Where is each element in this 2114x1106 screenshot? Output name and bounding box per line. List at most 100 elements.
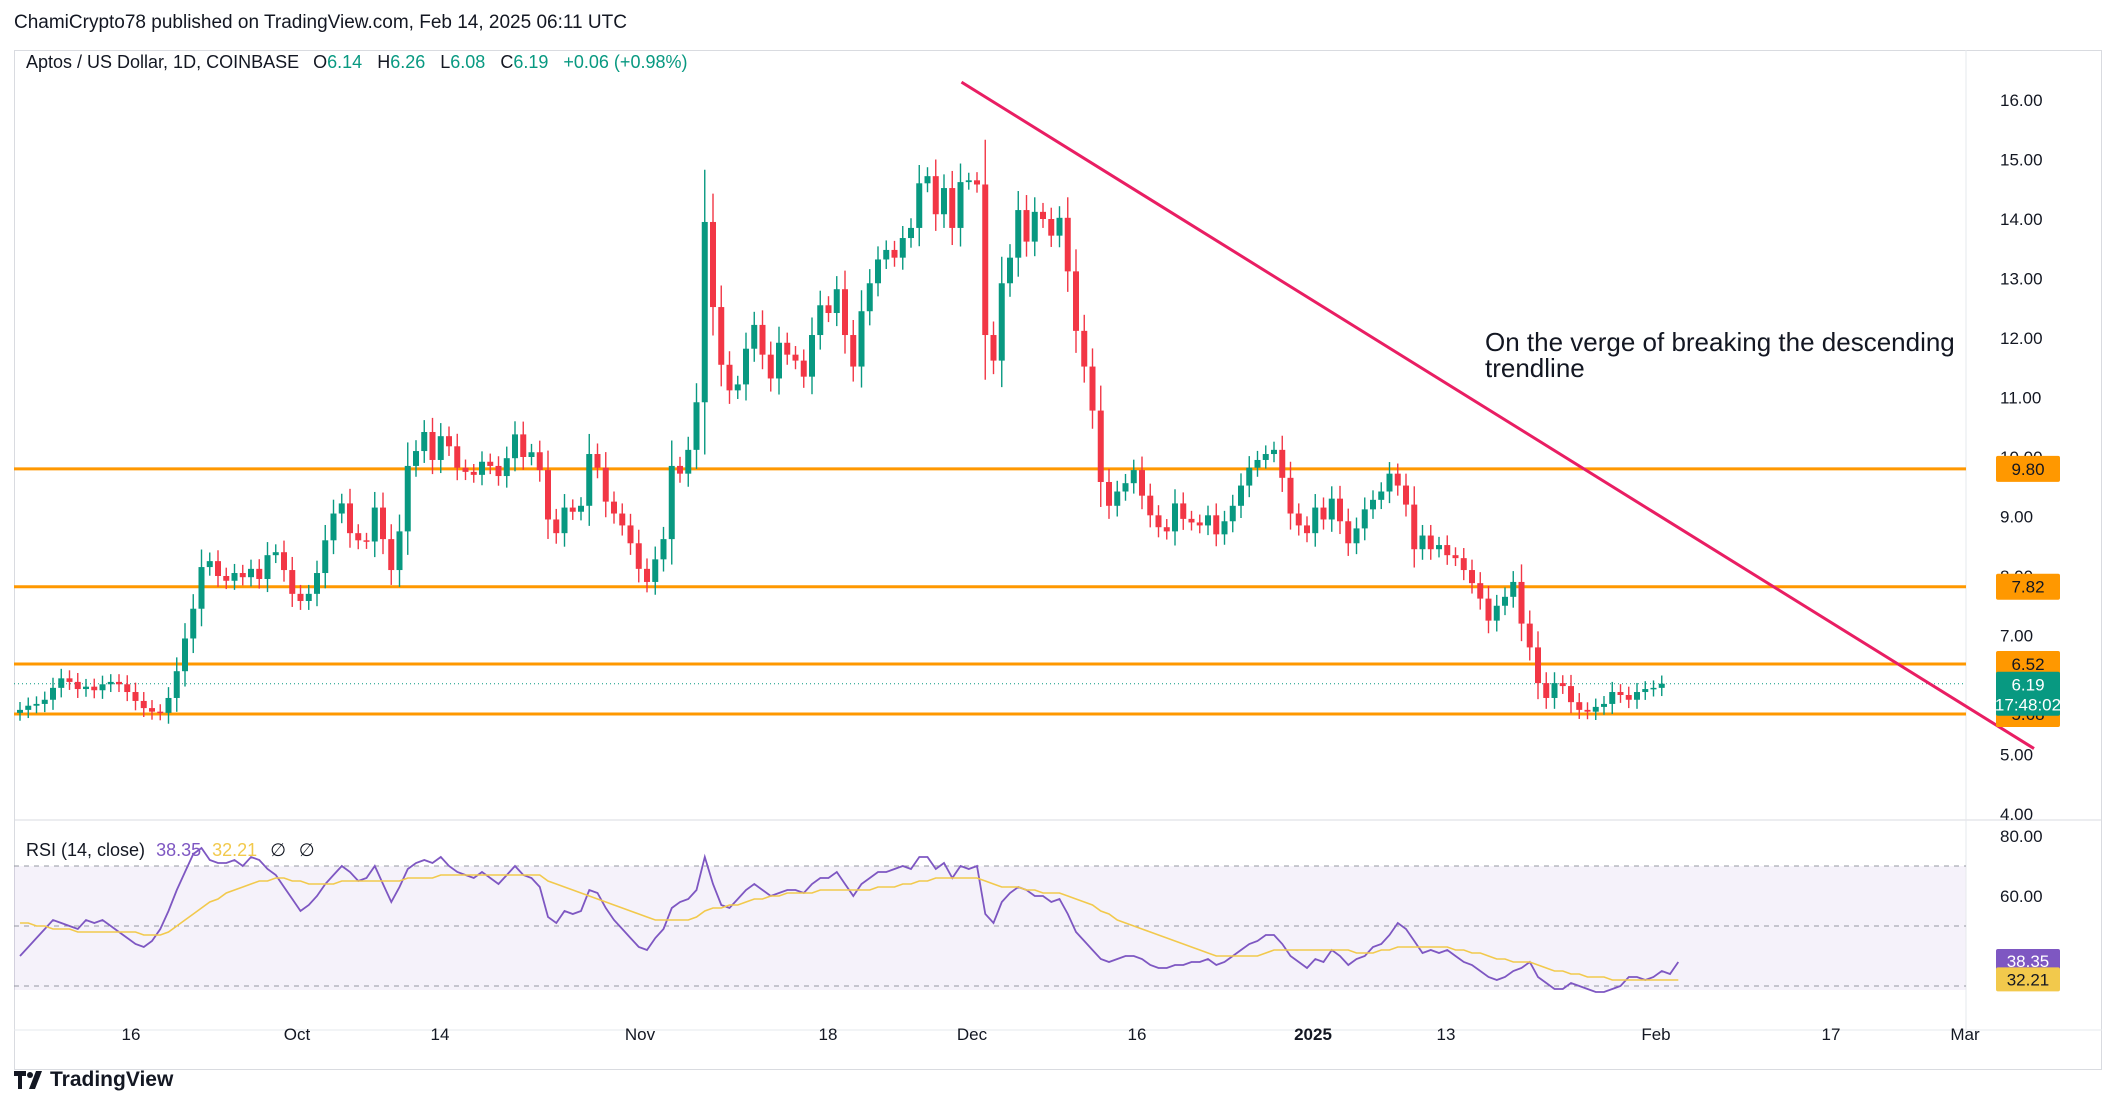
candle-body — [1221, 521, 1228, 535]
candle — [190, 594, 197, 654]
candle-body — [1337, 498, 1343, 522]
candle-body — [833, 289, 840, 314]
candle-body — [1485, 598, 1492, 621]
candle-body — [1568, 686, 1574, 703]
candle — [421, 420, 428, 463]
candle — [767, 341, 774, 392]
candle — [635, 529, 642, 583]
candle-body — [272, 552, 279, 556]
level-badge-text: 9.80 — [2011, 460, 2044, 479]
candle-body — [528, 452, 535, 457]
candle — [1163, 519, 1170, 540]
candle-body — [858, 311, 865, 367]
price-axis-tick: 7.00 — [2000, 627, 2033, 646]
candle — [25, 697, 32, 719]
low-label: L — [440, 52, 451, 72]
candle-body — [726, 364, 733, 391]
price-axis-tick: 15.00 — [2000, 151, 2043, 170]
candle — [1073, 249, 1079, 353]
rsi-legend: RSI (14, close) 38.35 32.21 ∅ ∅ — [26, 840, 315, 861]
candle — [982, 139, 989, 380]
candle — [33, 696, 40, 714]
candle-body — [817, 305, 824, 336]
candle — [594, 443, 601, 479]
candle — [165, 687, 172, 724]
candle-body — [1518, 581, 1525, 624]
candle — [1518, 564, 1525, 642]
candle-body — [619, 513, 626, 526]
candle-body — [41, 699, 48, 704]
candle-body — [1106, 481, 1112, 506]
candle-body — [1386, 473, 1393, 492]
candle — [701, 169, 708, 455]
candle — [1328, 486, 1335, 532]
time-axis-tick: 16 — [1128, 1025, 1147, 1044]
candle — [1031, 197, 1038, 257]
level-badge-text: 7.82 — [2011, 578, 2044, 597]
candle — [1238, 473, 1244, 518]
candle — [1048, 207, 1055, 247]
candle — [1436, 536, 1442, 558]
candle-body — [107, 681, 114, 685]
candle-body — [1114, 491, 1121, 506]
candle — [734, 375, 741, 399]
candle — [883, 240, 890, 269]
candle-body — [206, 561, 213, 568]
candle-body — [751, 324, 758, 349]
candle-body — [182, 638, 188, 672]
candle — [1007, 244, 1013, 297]
candle — [1196, 514, 1203, 534]
candle — [347, 488, 353, 548]
candle — [1444, 535, 1451, 565]
candle-body — [949, 188, 956, 228]
candle — [198, 549, 205, 627]
rsi-value: 38.35 — [156, 840, 202, 860]
candle-body — [1081, 330, 1088, 367]
candle — [371, 491, 378, 558]
candle-body — [248, 568, 254, 578]
candle — [776, 326, 782, 395]
change-value: +0.06 (+0.98%) — [563, 52, 688, 72]
candle — [1609, 681, 1616, 715]
candle-body — [743, 348, 749, 385]
candle — [1304, 516, 1310, 543]
current-price-badge-text: 17:48:02 — [1995, 696, 2061, 715]
tradingview-brand[interactable]: TradingView — [14, 1068, 173, 1092]
candle-body — [1015, 210, 1022, 258]
candle-body — [1023, 210, 1030, 242]
candle — [1254, 450, 1261, 477]
level-badge-bg — [1996, 573, 2060, 600]
candle-body — [1089, 366, 1096, 411]
rsi-label: RSI (14, close) — [26, 840, 146, 860]
candle-body — [1007, 257, 1013, 284]
candle — [404, 442, 411, 555]
level-badge-text: 6.52 — [2011, 655, 2044, 674]
candle — [1097, 385, 1104, 507]
candle-body — [569, 507, 576, 512]
time-axis-tick: 2025 — [1294, 1025, 1332, 1044]
candle-body — [1246, 467, 1253, 486]
candle-body — [1147, 495, 1154, 516]
candle-body — [297, 593, 304, 601]
price-axis-tick: 9.00 — [2000, 508, 2033, 527]
candle — [644, 558, 650, 593]
candle — [578, 497, 584, 521]
annotation-line-1: On the verge of breaking the descending — [1485, 327, 1955, 357]
candle — [1229, 494, 1236, 533]
candle-body — [710, 221, 716, 308]
candle — [1023, 195, 1030, 257]
candle — [1180, 492, 1187, 530]
candle-body — [66, 678, 73, 682]
candle-body — [264, 555, 271, 579]
candle-body — [627, 525, 634, 544]
candle-body — [1411, 504, 1418, 550]
candle-body — [1642, 689, 1649, 693]
candle-body — [1196, 522, 1203, 526]
candle-body — [1625, 695, 1632, 700]
candle — [1271, 441, 1277, 463]
candle — [1295, 503, 1302, 536]
candle-body — [1650, 687, 1657, 690]
candle — [1617, 684, 1624, 703]
candle — [256, 559, 263, 589]
